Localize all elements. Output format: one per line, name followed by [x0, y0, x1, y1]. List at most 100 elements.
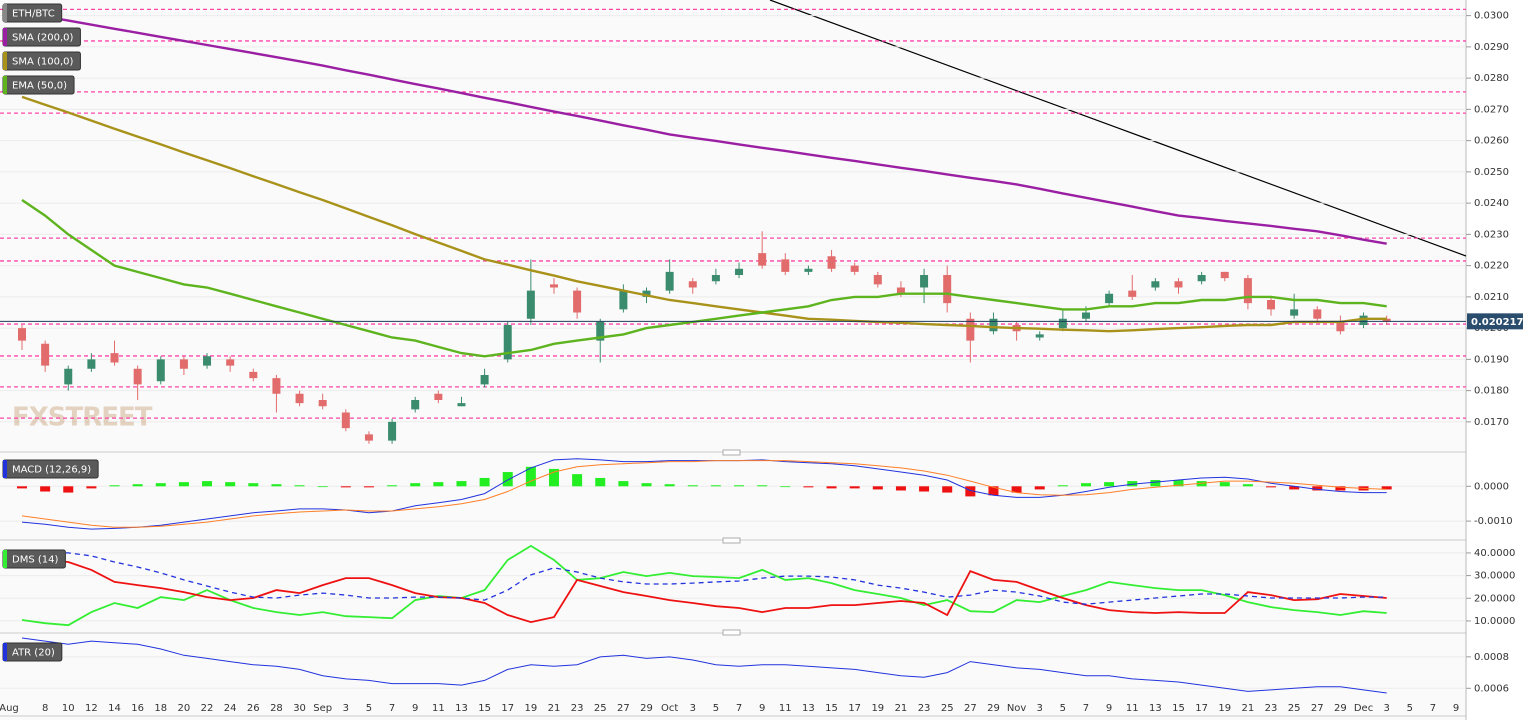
legend-swatch [3, 4, 7, 22]
x-tick-label: 13 [455, 703, 468, 714]
histogram-bar [595, 477, 606, 487]
x-tick-label: 11 [1126, 703, 1139, 714]
histogram-bar [155, 483, 166, 487]
histogram-bar [202, 481, 213, 487]
histogram-bar [410, 483, 421, 487]
candle-body [503, 325, 512, 360]
histogram-bar [363, 486, 374, 488]
x-tick-label: 23 [918, 703, 931, 714]
histogram-bar [525, 466, 536, 487]
candle-body [1128, 290, 1137, 297]
histogram-bar [641, 483, 652, 487]
legend-swatch [3, 76, 7, 94]
y-tick-label: 0.0250 [1474, 167, 1509, 178]
candle-body [827, 256, 836, 269]
x-tick-label: Sep [313, 703, 332, 714]
candle-body [295, 393, 304, 404]
x-tick-label: 17 [501, 703, 514, 714]
histogram-bar [548, 468, 559, 487]
histogram-bar [132, 484, 143, 487]
candle-body [711, 275, 720, 282]
candle-body [1359, 315, 1368, 325]
y-tick-label: 20.0000 [1474, 593, 1515, 604]
histogram-bar [17, 486, 27, 489]
x-tick-label: 27 [1311, 703, 1324, 714]
legend-label: ATR (20) [12, 648, 55, 659]
x-tick-label: 3 [690, 703, 696, 714]
x-tick-label: 5 [713, 703, 719, 714]
x-tick-label: Oct [661, 703, 678, 714]
series-line [21, 95, 1387, 333]
candle-body [318, 400, 327, 407]
legend-item: ATR (20) [2, 642, 63, 662]
candle-body [364, 434, 373, 441]
candle-body [526, 290, 535, 319]
histogram-bar [340, 486, 351, 488]
x-tick-label: 14 [108, 703, 121, 714]
candle-body [156, 359, 165, 382]
x-tick-label: 30 [293, 703, 306, 714]
x-tick-label: 7 [1083, 703, 1089, 714]
trend-line [769, 0, 1467, 257]
x-tick-label: 13 [802, 703, 815, 714]
candle-body [1058, 318, 1067, 329]
x-tick-label: 9 [412, 703, 418, 714]
candle-body [1336, 321, 1345, 332]
histogram-bar [1057, 485, 1068, 487]
x-tick-label: 29 [640, 703, 653, 714]
histogram-bar [895, 486, 906, 491]
candle-body [549, 284, 558, 288]
legend-label: MACD (12,26,9) [12, 465, 91, 476]
x-tick-label: 19 [871, 703, 884, 714]
histogram-bar [271, 484, 282, 487]
histogram-bar [1242, 484, 1253, 487]
x-tick-label: 17 [1195, 703, 1208, 714]
y-tick-label: 0.0280 [1474, 73, 1509, 84]
candle-body [457, 403, 466, 407]
x-tick-label: 13 [1149, 703, 1162, 714]
x-tick-label: 12 [85, 703, 98, 714]
y-tick-label: 0.0190 [1474, 354, 1509, 365]
candle-body [388, 421, 397, 441]
histogram-bar [317, 486, 328, 488]
candle-body [64, 368, 73, 385]
candle-body [920, 275, 929, 288]
histogram-bar [387, 485, 398, 487]
pane-handle[interactable] [722, 449, 741, 456]
x-tick-label: 25 [594, 703, 607, 714]
candle-body [18, 328, 26, 341]
x-tick-label: 22 [201, 703, 214, 714]
pane-handle[interactable] [722, 537, 741, 544]
x-tick-label: 23 [1265, 703, 1278, 714]
x-tick-label: 24 [224, 703, 237, 714]
y-tick-label: -0.0010 [1474, 516, 1513, 527]
x-tick-label: 15 [1172, 703, 1185, 714]
series-line [21, 559, 1387, 624]
histogram-bar [1080, 483, 1091, 487]
histogram-bar [1335, 486, 1346, 491]
histogram-bar [664, 484, 675, 487]
histogram-bar [456, 481, 467, 487]
candle-body [203, 356, 212, 366]
plot-background [0, 0, 1466, 720]
x-tick-label: 11 [779, 703, 792, 714]
x-tick-label: 26 [247, 703, 260, 714]
x-tick-label: 17 [848, 703, 861, 714]
candle-body [1174, 281, 1183, 288]
histogram-bar [826, 486, 837, 489]
histogram-bar [109, 485, 120, 487]
x-tick-label: 9 [759, 703, 765, 714]
y-tick-label: 0.0008 [1474, 652, 1509, 663]
candle-body [1243, 278, 1252, 304]
pane-handle[interactable] [722, 629, 741, 636]
legend-label: ETH/BTC [12, 9, 55, 20]
x-tick-label: 21 [1242, 703, 1255, 714]
candle-body [226, 359, 235, 366]
x-tick-label: 7 [389, 703, 395, 714]
histogram-bar [479, 477, 490, 487]
histogram-bar [1150, 480, 1161, 487]
candle-body [596, 321, 605, 341]
histogram-bar [1011, 486, 1022, 493]
histogram-bar [1034, 486, 1045, 490]
candle-body [642, 290, 651, 297]
